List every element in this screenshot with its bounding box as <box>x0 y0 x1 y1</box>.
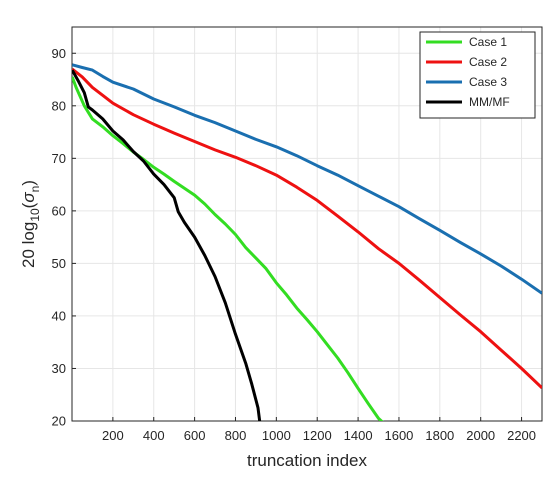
plot-area-border <box>71 26 543 422</box>
y-label-open-paren: ( <box>19 202 38 208</box>
series-line-case-3 <box>72 63 542 295</box>
y-tick-label: 30 <box>52 361 66 376</box>
legend-label-case-1: Case 1 <box>469 35 507 49</box>
y-tick-label: 60 <box>52 203 66 218</box>
series-line-case-2 <box>72 67 542 389</box>
y-label-n-subscript: n <box>28 186 42 193</box>
y-tick-label: 20 <box>52 414 66 429</box>
y-axis-label: 20 log10(σn) <box>19 180 42 268</box>
series-lines <box>72 63 542 421</box>
y-label-close-paren: ) <box>19 180 38 186</box>
legend-box <box>419 31 536 119</box>
y-label-sigma: σ <box>19 192 38 203</box>
series-line-case-1 <box>72 76 384 421</box>
x-tick-label: 2000 <box>466 428 495 443</box>
x-tick-label: 200 <box>102 428 124 443</box>
y-label-main: 20 log <box>19 222 38 268</box>
legend-entry-case-1: Case 1 <box>426 35 507 49</box>
x-tick-label: 600 <box>184 428 206 443</box>
x-tick-label: 1200 <box>303 428 332 443</box>
legend: Case 1 Case 2 Case 3 MM/MF <box>419 31 536 119</box>
x-tick-label: 1400 <box>344 428 373 443</box>
legend-entry-case-3: Case 3 <box>426 75 507 89</box>
x-tick-label: 1000 <box>262 428 291 443</box>
legend-label-case-2: Case 2 <box>469 55 507 69</box>
y-label-subscript: 10 <box>28 208 42 222</box>
y-tick-label: 50 <box>52 256 66 271</box>
legend-label-mm-mf: MM/MF <box>469 95 510 109</box>
x-tick-label: 2200 <box>507 428 536 443</box>
series-line-mm-mf <box>72 69 262 421</box>
y-tick-label: 90 <box>52 46 66 61</box>
y-axis-ticks: 20 30 40 50 60 70 80 90 <box>52 46 76 429</box>
x-axis-label: truncation index <box>247 451 368 470</box>
x-tick-label: 1800 <box>425 428 454 443</box>
y-tick-label: 40 <box>52 308 66 323</box>
y-tick-label: 80 <box>52 98 66 113</box>
legend-entry-case-2: Case 2 <box>426 55 507 69</box>
y-tick-label: 70 <box>52 151 66 166</box>
legend-entry-mm-mf: MM/MF <box>426 95 510 109</box>
x-tick-label: 400 <box>143 428 165 443</box>
legend-label-case-3: Case 3 <box>469 75 507 89</box>
x-axis-ticks: 200 400 600 800 1000 1200 1400 1600 1800 2000 2200 <box>102 417 536 443</box>
x-tick-label: 1600 <box>384 428 413 443</box>
x-tick-label: 800 <box>225 428 247 443</box>
